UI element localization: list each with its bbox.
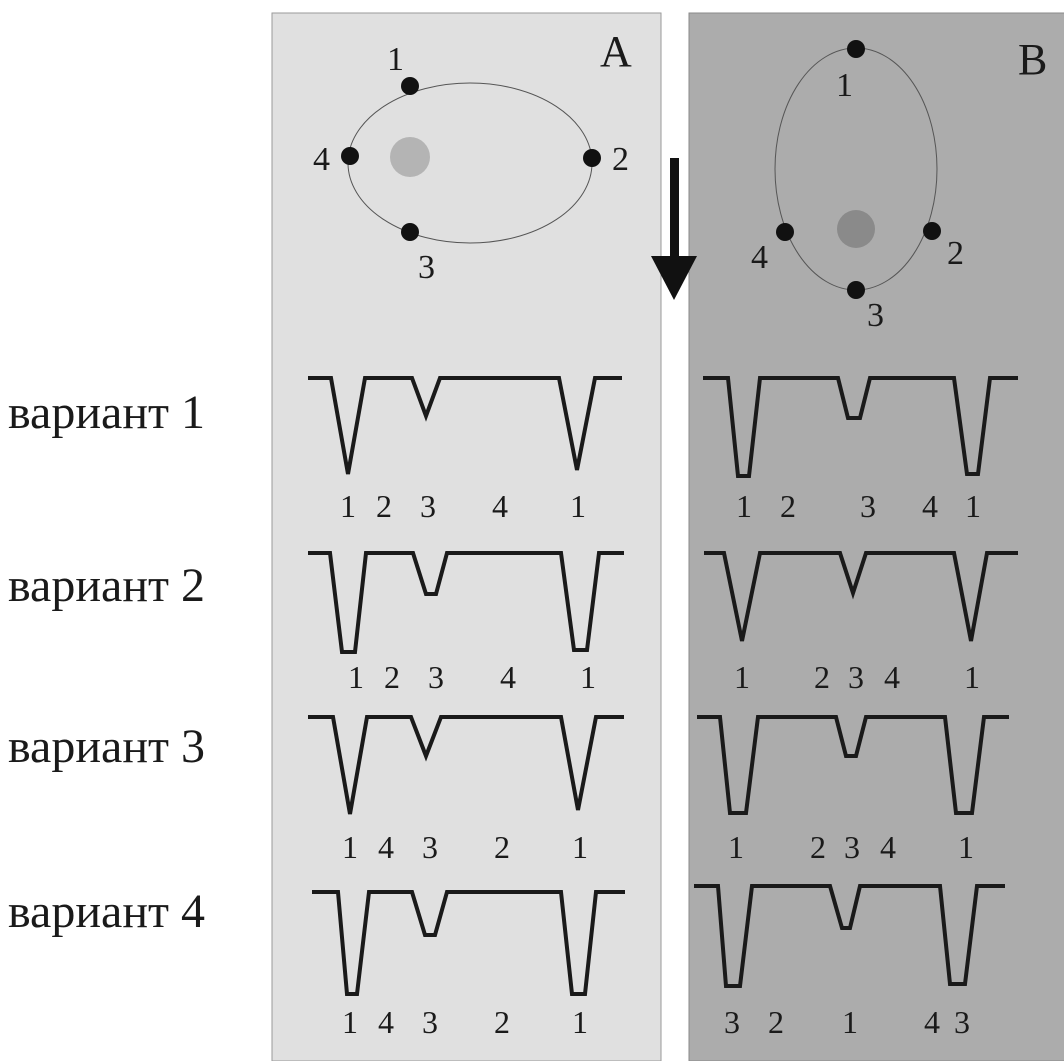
phase-label: 4: [880, 829, 896, 865]
light-curve-a-3: [308, 715, 624, 815]
light-curve-b-2: [704, 551, 1018, 642]
star-b: [837, 210, 875, 248]
phase-label: 1: [958, 829, 974, 865]
phase-label: 1: [728, 829, 744, 865]
light-curve-a-1: [308, 376, 622, 475]
curve-line: [312, 890, 625, 996]
phase-label: 3: [428, 659, 444, 695]
phase-label: 3: [848, 659, 864, 695]
orbit-label-a-1: 1: [387, 41, 404, 78]
variant-label-4: вариант 4: [8, 885, 205, 938]
orbit-label-a-4: 4: [313, 141, 330, 178]
orbit-point-a-4: [341, 147, 359, 165]
light-curve-b-4: [694, 884, 1005, 988]
orbit-label-a-3: 3: [418, 249, 435, 286]
phase-label: 1: [965, 488, 981, 524]
phase-label: 1: [964, 659, 980, 695]
orbit-point-b-4: [776, 223, 794, 241]
panel-b-background: [688, 12, 1064, 1061]
phase-label: 3: [860, 488, 876, 524]
panel-b-label: B: [1018, 35, 1047, 84]
phase-label: 4: [884, 659, 900, 695]
phase-label: 3: [844, 829, 860, 865]
light-curve-a-2: [308, 551, 624, 654]
phase-label: 2: [376, 488, 392, 524]
phase-label: 2: [814, 659, 830, 695]
phase-label: 1: [572, 1004, 588, 1040]
phase-label: 2: [384, 659, 400, 695]
phase-labels-a-1: 1 2 3 4 1: [340, 488, 586, 524]
curve-line: [703, 376, 1018, 478]
light-curve-b-1: [703, 376, 1018, 478]
curve-line: [308, 376, 622, 475]
phase-labels-b-3: 1 2 3 4 1: [728, 829, 974, 865]
phase-label: 2: [494, 829, 510, 865]
phase-labels-a-3: 1 4 3 2 1: [342, 829, 588, 865]
orbit-label-a-2: 2: [612, 141, 629, 178]
phase-label: 1: [342, 1004, 358, 1040]
star-a: [390, 137, 430, 177]
light-curve-a-4: [312, 890, 625, 996]
orbit-point-b-3: [847, 281, 865, 299]
orbit-diagram-a: 1 2 3 4: [313, 41, 629, 286]
variant-label-3: вариант 3: [8, 720, 205, 773]
curve-line: [694, 884, 1005, 988]
arrow-down-icon: [651, 158, 697, 300]
curve-line: [704, 551, 1018, 642]
orbit-point-a-1: [401, 77, 419, 95]
phase-label: 3: [422, 829, 438, 865]
phase-label: 1: [570, 488, 586, 524]
phase-label: 3: [420, 488, 436, 524]
orbit-point-a-3: [401, 223, 419, 241]
phase-label: 1: [348, 659, 364, 695]
phase-label: 2: [810, 829, 826, 865]
phase-label: 1: [580, 659, 596, 695]
phase-label: 1: [572, 829, 588, 865]
phase-labels-a-2: 1 2 3 4 1: [348, 659, 596, 695]
orbit-label-b-4: 4: [751, 239, 768, 276]
curve-line: [308, 715, 624, 815]
phase-label: 4: [922, 488, 938, 524]
variant-label-1: вариант 1: [8, 386, 205, 439]
panel-a-label: A: [600, 27, 632, 76]
phase-label: 4: [378, 829, 394, 865]
phase-label: 1: [736, 488, 752, 524]
phase-label: 3: [724, 1004, 740, 1040]
phase-labels-b-2: 1 2 3 4 1: [734, 659, 980, 695]
phase-label: 3: [954, 1004, 970, 1040]
phase-label: 4: [492, 488, 508, 524]
phase-label: 1: [340, 488, 356, 524]
phase-label: 4: [924, 1004, 940, 1040]
panel-a-background: [271, 12, 662, 1061]
orbit-point-b-1: [847, 40, 865, 58]
orbit-label-b-3: 3: [867, 297, 884, 334]
phase-label: 4: [378, 1004, 394, 1040]
phase-labels-a-4: 1 4 3 2 1: [342, 1004, 588, 1040]
phase-labels-b-4: 3 2 1 4 3: [724, 1004, 970, 1040]
phase-label: 2: [494, 1004, 510, 1040]
variant-label-2: вариант 2: [8, 559, 205, 612]
orbit-point-a-2: [583, 149, 601, 167]
phase-label: 3: [422, 1004, 438, 1040]
orbit-point-b-2: [923, 222, 941, 240]
phase-label: 1: [734, 659, 750, 695]
curve-line: [308, 551, 624, 654]
phase-labels-b-1: 1 2 3 4 1: [736, 488, 981, 524]
curve-line: [697, 715, 1009, 815]
orbit-label-b-2: 2: [947, 235, 964, 272]
phase-label: 1: [842, 1004, 858, 1040]
phase-label: 4: [500, 659, 516, 695]
light-curve-b-3: [697, 715, 1009, 815]
phase-label: 2: [780, 488, 796, 524]
phase-label: 2: [768, 1004, 784, 1040]
phase-label: 1: [342, 829, 358, 865]
orbit-diagram-b: 1 2 3 4: [751, 40, 964, 334]
orbit-label-b-1: 1: [836, 67, 853, 104]
